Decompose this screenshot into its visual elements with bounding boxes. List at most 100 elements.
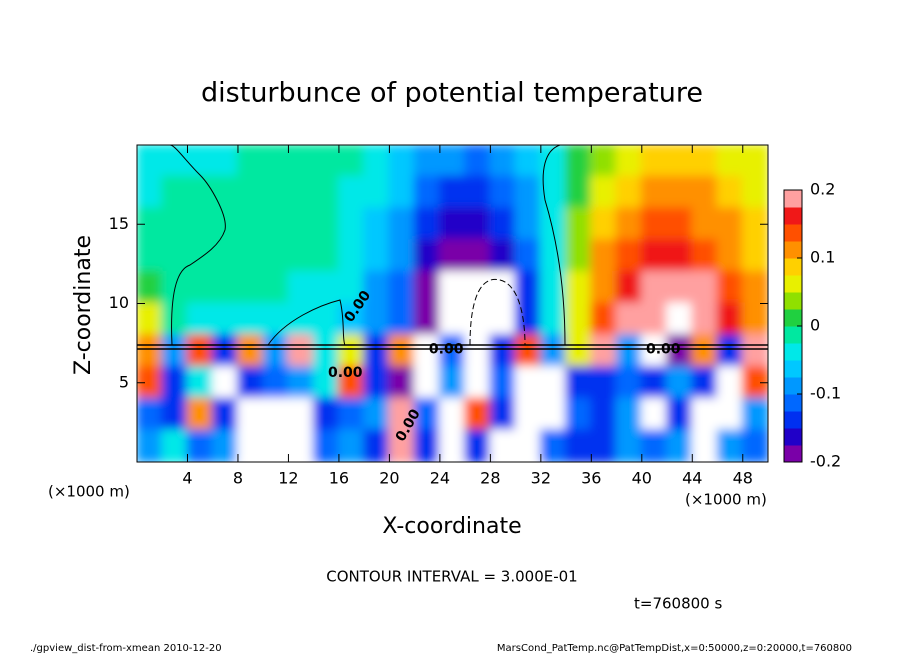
cell [438, 365, 467, 400]
cell [161, 365, 189, 400]
cell [640, 365, 669, 400]
cell [640, 429, 669, 462]
colorbar-tick-label: 0.1 [810, 248, 835, 267]
cell [741, 397, 768, 432]
cell [691, 397, 719, 432]
contours [137, 145, 768, 350]
x-tick-label: 36 [581, 469, 601, 488]
y-tick-label: 10 [109, 293, 129, 312]
cell [363, 302, 391, 337]
cell [312, 207, 340, 242]
cell [137, 302, 164, 337]
cell [211, 270, 239, 305]
cell [211, 334, 239, 368]
y-tick-label: 15 [109, 214, 129, 233]
cell [691, 239, 719, 273]
cell [363, 145, 391, 178]
contour-line [137, 344, 768, 350]
cell [337, 429, 366, 462]
time-label: t=760800 s [634, 595, 722, 613]
cell [211, 429, 239, 462]
cell [666, 270, 694, 305]
cell [464, 175, 492, 210]
cell [514, 302, 542, 337]
cell [262, 334, 290, 368]
cell [565, 302, 593, 337]
cell [716, 270, 744, 305]
cell [514, 334, 542, 368]
cell [413, 270, 441, 305]
cell [388, 397, 416, 432]
cell [565, 239, 593, 273]
cell [312, 239, 340, 273]
colorbar-band [784, 326, 802, 344]
cell [514, 270, 542, 305]
x-tick-label: 24 [430, 469, 450, 488]
cell [514, 239, 542, 273]
x-tick-label: 44 [682, 469, 702, 488]
contour-line [469, 278, 526, 346]
cell [514, 207, 542, 242]
cell [161, 175, 189, 210]
cell [741, 334, 768, 368]
x-tick-label: 32 [531, 469, 551, 488]
cell [514, 397, 542, 432]
colorbar-band [784, 411, 802, 429]
cell [312, 365, 340, 400]
cell [615, 239, 643, 273]
cell [716, 334, 744, 368]
cell [438, 429, 467, 462]
colorbar-band [784, 207, 802, 225]
x-tick-label: 40 [632, 469, 652, 488]
cell [565, 334, 593, 368]
cell [640, 175, 669, 210]
cell [413, 365, 441, 400]
cell [489, 334, 517, 368]
colorbar-band [784, 309, 802, 327]
cell [716, 145, 744, 178]
cell [565, 397, 593, 432]
cell [615, 429, 643, 462]
cell [464, 429, 492, 462]
cell [236, 397, 265, 432]
cell [287, 302, 315, 337]
x-tick-label: 20 [379, 469, 399, 488]
cell [615, 397, 643, 432]
y-tick-label: 5 [119, 372, 129, 391]
cell [211, 365, 239, 400]
cell [161, 334, 189, 368]
cell [287, 365, 315, 400]
cell [236, 365, 265, 400]
cell [211, 145, 239, 178]
cell [741, 145, 768, 178]
cell [640, 302, 669, 337]
cell [640, 145, 669, 178]
cell [539, 145, 568, 178]
colorbar-band [784, 343, 802, 361]
cell [464, 270, 492, 305]
cell [363, 239, 391, 273]
y-axis-label: Z-coordinate [71, 235, 96, 375]
cell [615, 334, 643, 368]
cell [186, 270, 214, 305]
cell [186, 207, 214, 242]
cell [262, 429, 290, 462]
chart-title: disturbunce of potential temperature [201, 78, 703, 109]
x-tick-label: 4 [182, 469, 192, 488]
cell [691, 270, 719, 305]
contour-label: 0.00 [646, 341, 681, 357]
cell [666, 239, 694, 273]
cell [137, 270, 164, 305]
cell [489, 429, 517, 462]
cell [489, 302, 517, 337]
cell [489, 270, 517, 305]
cell [262, 270, 290, 305]
cell [464, 302, 492, 337]
cell [388, 334, 416, 368]
cell [413, 145, 441, 178]
cell [464, 334, 492, 368]
cell [413, 175, 441, 210]
x-tick-label: 28 [480, 469, 500, 488]
cell [489, 397, 517, 432]
cell [691, 365, 719, 400]
